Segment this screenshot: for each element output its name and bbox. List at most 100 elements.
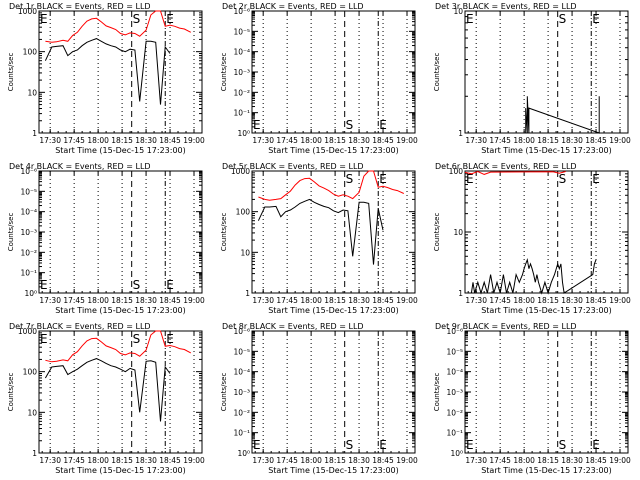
y-tick-label: 10⁻⁵ (446, 347, 463, 356)
x-tick-label: 18:00 (300, 456, 322, 465)
x-tick-label: 17:30 (39, 136, 61, 145)
y-tick-label: 100 (23, 48, 38, 57)
y-tick-label: 10⁻⁴ (446, 368, 463, 377)
lld-series-line (45, 10, 192, 43)
x-tick-label: 18:30 (561, 456, 583, 465)
y-tick-label: 10 (453, 7, 463, 16)
x-axis-label: Start Time (15-Dec-15 17:23:00) (55, 146, 186, 155)
y-tick-label: 100 (236, 208, 251, 217)
marker-label: S (346, 438, 354, 452)
x-tick-label: 19:00 (609, 136, 631, 145)
x-tick-label: 18:15 (111, 296, 133, 305)
plot-frame (464, 10, 629, 134)
x-tick-label: 18:00 (300, 296, 322, 305)
y-tick-label: 100 (449, 167, 464, 176)
y-tick-label: 10⁻¹ (446, 429, 463, 438)
marker-label: S (346, 118, 354, 132)
y-axis-label: Counts/sec (220, 373, 228, 412)
y-tick-label: 10⁻² (233, 408, 250, 417)
y-tick-label: 1 (32, 449, 37, 458)
y-axis-label: Counts/sec (433, 213, 441, 252)
x-tick-label: 18:30 (348, 456, 370, 465)
x-tick-label: 17:45 (63, 456, 85, 465)
x-tick-label: 18:15 (324, 136, 346, 145)
panel-title: Det 4r BLACK = Events, RED = LLD (9, 162, 151, 171)
x-axis-label: Start Time (15-Dec-15 17:23:00) (268, 306, 399, 315)
marker-label: E (253, 438, 261, 452)
y-tick-label: 10⁻⁴ (233, 368, 250, 377)
x-tick-label: 18:30 (348, 296, 370, 305)
y-tick-label: 1000 (18, 327, 37, 336)
lld-series-line (464, 170, 566, 175)
y-tick-label: 10⁻² (233, 88, 250, 97)
marker-label: E (166, 278, 174, 292)
y-tick-label: 10⁻¹ (20, 269, 37, 278)
y-tick-label: 100 (23, 368, 38, 377)
marker-label: E (592, 438, 600, 452)
y-axis-label: Counts/sec (433, 53, 441, 92)
marker-label: S (133, 12, 141, 26)
y-tick-label: 10⁻³ (446, 388, 463, 397)
x-tick-label: 18:15 (537, 456, 559, 465)
x-tick-label: 19:00 (183, 456, 205, 465)
y-tick-label: 10⁻³ (233, 68, 250, 77)
x-tick-label: 17:30 (39, 296, 61, 305)
marker-label: E (166, 12, 174, 26)
x-tick-label: 18:00 (513, 456, 535, 465)
marker-label: E (592, 12, 600, 26)
plot-frame (251, 330, 416, 454)
y-tick-label: 10⁻⁶ (20, 167, 37, 176)
marker-label: E (466, 12, 474, 26)
marker-label: E (40, 278, 48, 292)
y-tick-label: 10⁻¹ (233, 429, 250, 438)
x-tick-label: 18:45 (585, 456, 607, 465)
panel-3: Det 3r BLACK = Events, RED = LLD 17:30 17:… (433, 2, 631, 155)
y-axis-label: Counts/sec (433, 373, 441, 412)
x-tick-label: 18:45 (159, 456, 181, 465)
x-tick-label: 17:45 (276, 136, 298, 145)
x-tick-label: 18:45 (372, 456, 394, 465)
marker-label: E (379, 172, 387, 186)
x-tick-label: 17:45 (489, 456, 511, 465)
panel-title: Det 7r BLACK = Events, RED = LLD (9, 322, 151, 331)
x-tick-label: 19:00 (609, 456, 631, 465)
panel-title: Det 1r BLACK = Events, RED = LLD (9, 2, 151, 11)
x-tick-label: 19:00 (183, 296, 205, 305)
y-axis-label: Counts/sec (7, 53, 15, 92)
y-tick-label: 10⁻² (446, 408, 463, 417)
plot-frame (464, 170, 629, 294)
x-axis-label: Start Time (15-Dec-15 17:23:00) (481, 306, 612, 315)
x-tick-label: 17:30 (252, 456, 274, 465)
marker-label: E (166, 332, 174, 346)
y-tick-label: 1000 (18, 7, 37, 16)
x-tick-label: 17:45 (489, 296, 511, 305)
x-tick-label: 17:30 (39, 456, 61, 465)
y-axis-label: Counts/sec (220, 53, 228, 92)
panel-5: Det 5r BLACK = Events, RED = LLD 17:30 17:… (220, 162, 418, 315)
x-tick-label: 17:30 (465, 136, 487, 145)
panel-title: Det 8r BLACK = Events, RED = LLD (222, 322, 364, 331)
y-tick-label: 10⁻³ (20, 228, 37, 237)
x-axis-label: Start Time (15-Dec-15 17:23:00) (268, 146, 399, 155)
x-tick-label: 18:00 (87, 136, 109, 145)
x-tick-label: 19:00 (396, 136, 418, 145)
x-tick-label: 18:45 (159, 296, 181, 305)
marker-label: S (346, 172, 354, 186)
x-axis-label: Start Time (15-Dec-15 17:23:00) (268, 466, 399, 475)
events-series-line (44, 38, 171, 105)
y-tick-label: 10⁻⁴ (233, 48, 250, 57)
y-tick-label: 10⁻⁴ (20, 208, 37, 217)
x-tick-label: 18:00 (513, 296, 535, 305)
x-axis-label: Start Time (15-Dec-15 17:23:00) (481, 146, 612, 155)
y-tick-label: 1 (458, 129, 463, 138)
plot-frame (38, 330, 203, 454)
marker-label: S (133, 332, 141, 346)
marker-label: E (253, 118, 261, 132)
x-tick-label: 19:00 (609, 296, 631, 305)
marker-label: E (40, 332, 48, 346)
x-tick-label: 18:45 (585, 296, 607, 305)
x-tick-label: 17:45 (276, 296, 298, 305)
marker-label: E (466, 172, 474, 186)
x-tick-label: 17:30 (465, 296, 487, 305)
panel-title: Det 9r BLACK = Events, RED = LLD (435, 322, 577, 331)
